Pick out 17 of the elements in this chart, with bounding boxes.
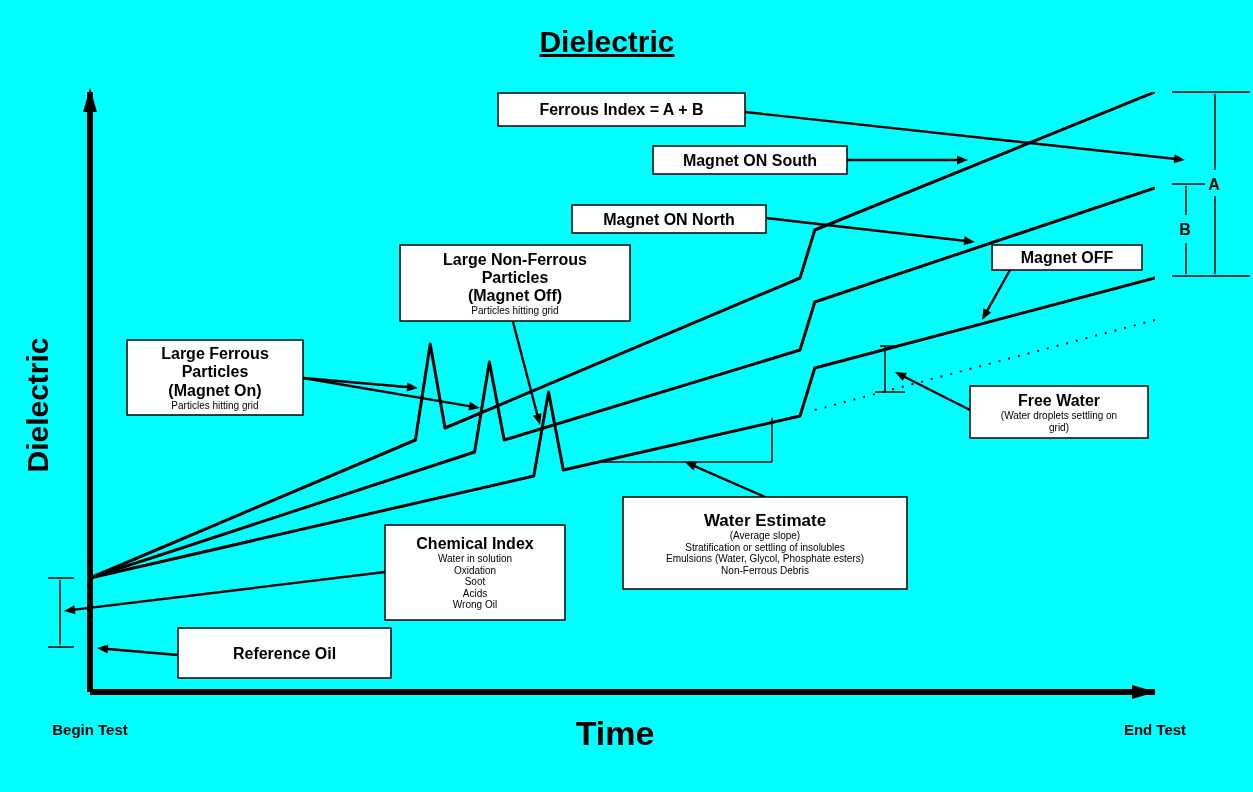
annotation: Free Water (Water droplets settling on grid) <box>1000 392 1118 433</box>
chart-title: Dielectric <box>539 25 675 58</box>
annotation: Chemical Index Water in solution Oxidation Soot Acids Wrong Oil <box>416 535 534 611</box>
annotation: Reference Oil <box>232 644 337 662</box>
x-axis-title: Time <box>575 714 655 752</box>
text: B <box>1179 221 1191 238</box>
annotation: Large Non-Ferrous Particles (Magnet Off) Particles hitting grid <box>442 250 588 317</box>
text: Magnet ON North <box>603 210 735 228</box>
annotation: Water Estimate (Average slope) Stratification or settling of insolubles Emulsions (Water, Glycol, Phosphate esters) Non-Ferrous Debris <box>665 511 865 576</box>
annotation: Large Ferrous Particles (Magnet On) Particles hitting grid <box>161 345 269 411</box>
x-tick-label: Begin Test <box>52 721 128 738</box>
text: A <box>1208 176 1221 193</box>
text: Magnet ON South <box>682 151 818 169</box>
series-label: Magnet OFF <box>1020 249 1114 267</box>
annotation: Ferrous Index = A + B <box>539 101 704 119</box>
y-axis-title: Dielectric <box>21 337 54 473</box>
x-tick-label: End Test <box>1123 721 1187 738</box>
